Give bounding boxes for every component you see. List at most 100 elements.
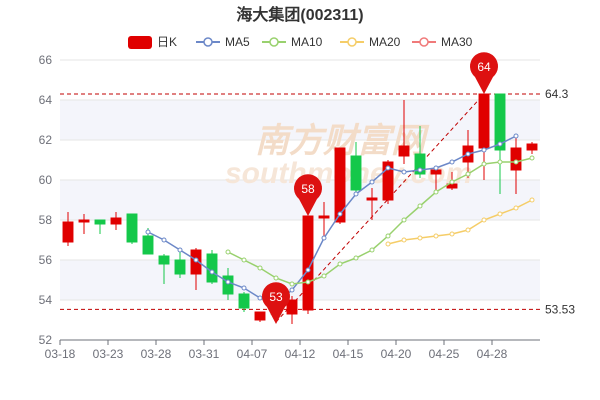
candle-body — [318, 215, 330, 219]
candle-body — [286, 299, 298, 315]
candle — [62, 212, 74, 246]
ma-point — [497, 159, 503, 165]
ma-point — [433, 189, 439, 195]
y-tick-label: 58 — [39, 213, 53, 227]
ma-point — [513, 205, 519, 211]
candle — [238, 292, 250, 312]
candle-body — [334, 147, 346, 223]
x-tick-label: 04-12 — [285, 347, 316, 361]
candle — [398, 100, 410, 164]
y-tick-label: 62 — [39, 133, 53, 147]
candle — [302, 215, 314, 314]
ma-point — [497, 211, 503, 217]
candle-body — [430, 169, 442, 175]
ma-point — [449, 159, 455, 165]
legend-candle-icon — [128, 36, 152, 49]
candle — [158, 254, 170, 284]
ma-point — [433, 233, 439, 239]
ma-point — [497, 141, 503, 147]
x-tick-label: 04-20 — [381, 347, 412, 361]
chart-legend[interactable]: 日K MA5 MA10 MA20 MA30 — [128, 35, 473, 49]
ma-point — [417, 167, 423, 173]
candle-body — [254, 311, 266, 321]
candle-body — [222, 275, 234, 295]
ma-point — [481, 217, 487, 223]
y-tick-label: 66 — [39, 53, 53, 67]
y-tick-label: 54 — [39, 293, 53, 307]
candle — [286, 296, 298, 324]
ma-point — [465, 227, 471, 233]
candle-body — [238, 293, 250, 309]
candle — [526, 142, 538, 154]
ma-point — [305, 267, 311, 273]
x-tick-label: 04-15 — [333, 347, 364, 361]
x-tick-label: 03-23 — [93, 347, 124, 361]
legend-dot-icon — [203, 37, 213, 47]
ma-point — [369, 247, 375, 253]
ma-point — [449, 179, 455, 185]
ma-point — [353, 191, 359, 197]
legend-item-ma10[interactable]: MA10 — [262, 35, 323, 49]
ma-point — [241, 285, 247, 291]
candle-body — [206, 253, 218, 283]
legend-dot-icon — [269, 37, 279, 47]
ma-point — [529, 155, 535, 161]
ma-point — [289, 281, 295, 287]
chart-title: 海大集团(002311) — [236, 5, 363, 24]
y-tick-label: 60 — [39, 173, 53, 187]
ma-point — [529, 197, 535, 203]
legend-label: MA30 — [441, 35, 473, 49]
y-axis: 52 54 56 58 60 62 64 66 — [39, 53, 53, 347]
candle-body — [158, 255, 170, 265]
candle-body — [78, 219, 90, 223]
ma-point — [449, 231, 455, 237]
ma-point — [145, 229, 151, 235]
legend-label: MA5 — [225, 35, 250, 49]
reference-lines: 64.3 53.53 — [60, 87, 575, 316]
ma-point — [369, 179, 375, 185]
ma-point — [177, 247, 183, 253]
ma-point — [417, 203, 423, 209]
legend-item-ma30[interactable]: MA30 — [412, 35, 473, 49]
ma-point — [257, 265, 263, 271]
ma-point — [161, 237, 167, 243]
legend-item-ma20[interactable]: MA20 — [340, 35, 401, 49]
pin-label: 53 — [269, 290, 283, 304]
y-tick-label: 64 — [39, 93, 53, 107]
moving-averages — [145, 133, 535, 307]
candle-body — [478, 93, 490, 149]
legend-item-ma5[interactable]: MA5 — [196, 35, 250, 49]
candle — [126, 213, 138, 244]
ma-point — [257, 295, 263, 301]
candle — [206, 250, 218, 284]
ma-point — [481, 161, 487, 167]
pin-shape — [470, 52, 498, 94]
candle — [478, 93, 490, 180]
pin-shape — [262, 282, 291, 324]
ma-point — [273, 275, 279, 281]
candle-body — [398, 145, 410, 157]
legend-item-日k[interactable]: 日K — [128, 35, 177, 49]
candle-body — [62, 221, 74, 243]
ma-point — [321, 235, 327, 241]
ma-point — [481, 147, 487, 153]
ma-point — [225, 249, 231, 255]
price-pin: 53 — [262, 282, 291, 324]
ma-point — [193, 257, 199, 263]
price-pin: 64 — [470, 52, 498, 94]
legend-label: MA10 — [291, 35, 323, 49]
candle — [318, 202, 330, 236]
ma-point — [385, 233, 391, 239]
x-tick-label: 03-18 — [45, 347, 76, 361]
x-tick-label: 03-28 — [141, 347, 172, 361]
ma-point — [433, 165, 439, 171]
candle — [510, 136, 522, 194]
legend-label: 日K — [157, 35, 177, 49]
ma-point — [465, 171, 471, 177]
candle-body — [350, 155, 362, 191]
ma-point — [321, 273, 327, 279]
ma-point — [401, 237, 407, 243]
candle — [366, 188, 378, 220]
ma-point — [385, 241, 391, 247]
